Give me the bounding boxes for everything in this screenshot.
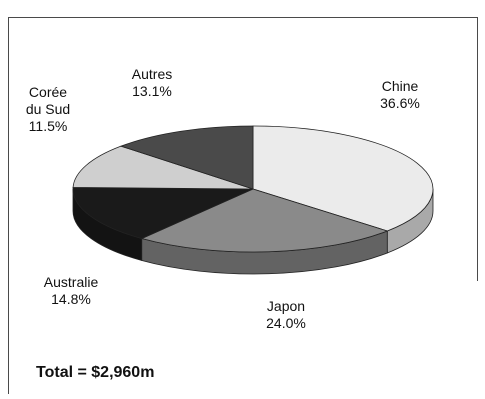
label-japon-name: Japon [266,298,306,314]
label-australie: Australie 14.8% [36,274,106,308]
label-coree-du-sud: Corée du Sud 11.5% [18,84,78,135]
label-coree-line1: Corée [28,84,68,100]
label-australie-value: 14.8% [51,291,91,307]
frame-right-border [477,17,478,281]
label-chine-value: 36.6% [380,95,420,111]
label-japon-value: 24.0% [266,315,306,331]
label-chine: Chine 36.6% [372,78,428,112]
frame-left-border [8,17,9,394]
pie-slice-autres [119,125,254,190]
label-coree-value: 11.5% [28,118,68,134]
label-australie-name: Australie [43,274,99,290]
total-label: Total = $2,960m [36,364,155,381]
label-coree-line2: du Sud [25,101,71,117]
label-autres-name: Autres [131,66,173,82]
label-japon: Japon 24.0% [256,298,316,332]
pie-slice-japon [140,188,389,253]
pie-slice-chine [252,125,434,232]
label-chine-name: Chine [381,78,419,94]
label-autres: Autres 13.1% [124,66,180,100]
frame-top-border [8,17,478,18]
pie-slice-coree-du-sud [72,145,254,190]
label-autres-value: 13.1% [132,83,172,99]
pie-slice-australie [72,187,254,239]
